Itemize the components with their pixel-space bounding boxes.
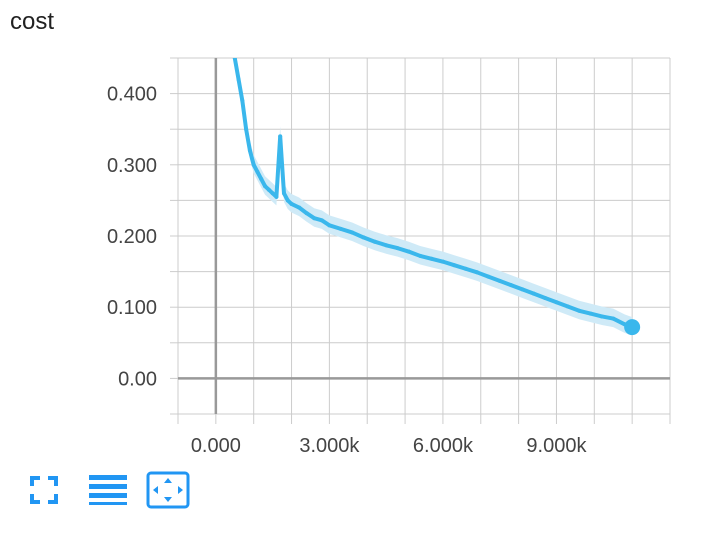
y-tick-label: 0.100 bbox=[107, 297, 157, 319]
data-point bbox=[588, 311, 593, 316]
data-point bbox=[304, 211, 309, 216]
data-point bbox=[297, 205, 302, 210]
data-point bbox=[452, 263, 457, 268]
data-point bbox=[474, 270, 479, 275]
cost-chart: 0.000 3.000k 6.000k 9.000k 0.00 0.100 0.200 0.3… bbox=[107, 57, 671, 457]
x-tick-label: 9.000k bbox=[526, 435, 587, 457]
fit-domain-icon bbox=[146, 471, 190, 509]
data-point bbox=[240, 98, 245, 103]
data-point bbox=[289, 201, 294, 206]
fullscreen-button[interactable] bbox=[24, 470, 64, 510]
data-point bbox=[565, 304, 570, 309]
data-point bbox=[350, 230, 355, 235]
data-point bbox=[263, 184, 268, 189]
data-point bbox=[531, 291, 536, 296]
fit-domain-button[interactable] bbox=[146, 470, 190, 510]
data-point bbox=[429, 256, 434, 261]
data-point bbox=[232, 58, 237, 60]
data-point bbox=[236, 77, 241, 82]
data-point bbox=[338, 226, 343, 231]
data-point bbox=[285, 198, 290, 203]
data-point bbox=[486, 274, 491, 279]
data-point bbox=[255, 169, 260, 174]
data-point bbox=[251, 162, 256, 167]
data-point bbox=[259, 177, 264, 182]
menu-lines-icon bbox=[89, 475, 127, 505]
data-point bbox=[312, 216, 317, 221]
data-point bbox=[372, 239, 377, 244]
data-point bbox=[599, 314, 604, 319]
chart-toolbar bbox=[24, 470, 206, 510]
data-point bbox=[278, 134, 283, 139]
chart-title: cost bbox=[10, 8, 55, 35]
data-point bbox=[440, 259, 445, 264]
data-point bbox=[418, 253, 423, 258]
data-point bbox=[270, 191, 275, 196]
data-point bbox=[554, 300, 559, 305]
fullscreen-icon bbox=[30, 476, 58, 504]
x-tick-label: 0.000 bbox=[191, 435, 241, 457]
y-tick-label: 0.200 bbox=[107, 226, 157, 248]
data-point bbox=[281, 191, 286, 196]
y-tick-label: 0.00 bbox=[118, 368, 157, 390]
last-value-marker bbox=[624, 319, 641, 336]
data-point bbox=[611, 316, 616, 321]
data-point bbox=[463, 266, 468, 271]
data-point bbox=[266, 187, 271, 192]
data-point bbox=[577, 308, 582, 313]
data-download-button[interactable] bbox=[86, 470, 130, 510]
x-tick-label: 6.000k bbox=[413, 435, 474, 457]
data-point bbox=[384, 243, 389, 248]
series-line bbox=[232, 58, 633, 330]
series-band bbox=[234, 58, 633, 336]
data-point bbox=[395, 246, 400, 251]
data-point bbox=[361, 235, 366, 240]
data-point bbox=[497, 278, 502, 283]
y-tick-label: 0.400 bbox=[107, 84, 157, 106]
data-point bbox=[247, 148, 252, 153]
data-point bbox=[244, 127, 249, 132]
data-point bbox=[274, 194, 279, 199]
data-point bbox=[520, 287, 525, 292]
data-point bbox=[319, 218, 324, 223]
data-point bbox=[406, 249, 411, 254]
data-point bbox=[327, 223, 332, 228]
x-tick-label: 3.000k bbox=[299, 435, 360, 457]
data-point bbox=[543, 295, 548, 300]
data-point bbox=[509, 283, 514, 288]
y-tick-label: 0.300 bbox=[107, 155, 157, 177]
